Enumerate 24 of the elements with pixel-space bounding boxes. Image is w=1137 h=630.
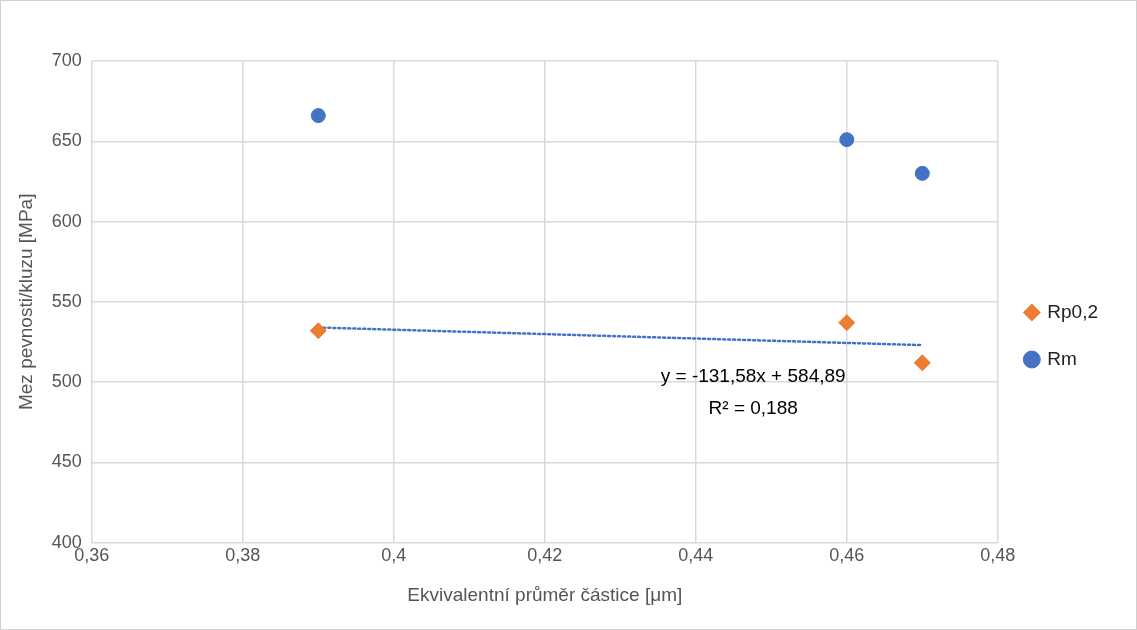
y-tick-label: 600 [51, 210, 82, 231]
point [914, 165, 930, 181]
y-tick-label: 500 [51, 371, 82, 392]
y-tick-label: 550 [51, 290, 82, 311]
x-tick-label: 0,42 [527, 545, 563, 566]
legend-label: Rm [1047, 347, 1077, 369]
point [913, 354, 931, 372]
annotation: y = -131,58x + 584,89 [660, 364, 846, 386]
point [309, 322, 327, 340]
annotation: R² = 0,188 [708, 396, 798, 418]
point [838, 314, 856, 332]
y-tick-label: 450 [51, 451, 82, 472]
y-axis-title: Mez pevnosti/kluzu [MPa] [14, 193, 36, 411]
x-tick-label: 0,38 [225, 545, 261, 566]
x-axis-title: Ekvivalentní průměr částice [μm] [407, 583, 683, 605]
point [839, 132, 855, 148]
x-tick-label: 0,46 [829, 545, 865, 566]
x-tick-label: 0,48 [980, 545, 1016, 566]
x-tick-label: 0,44 [678, 545, 714, 566]
point [310, 108, 326, 124]
x-tick-label: 0,4 [381, 545, 407, 566]
y-tick-label: 650 [51, 130, 82, 151]
y-tick-label: 700 [51, 49, 82, 70]
legend-label: Rp0,2 [1047, 300, 1098, 322]
